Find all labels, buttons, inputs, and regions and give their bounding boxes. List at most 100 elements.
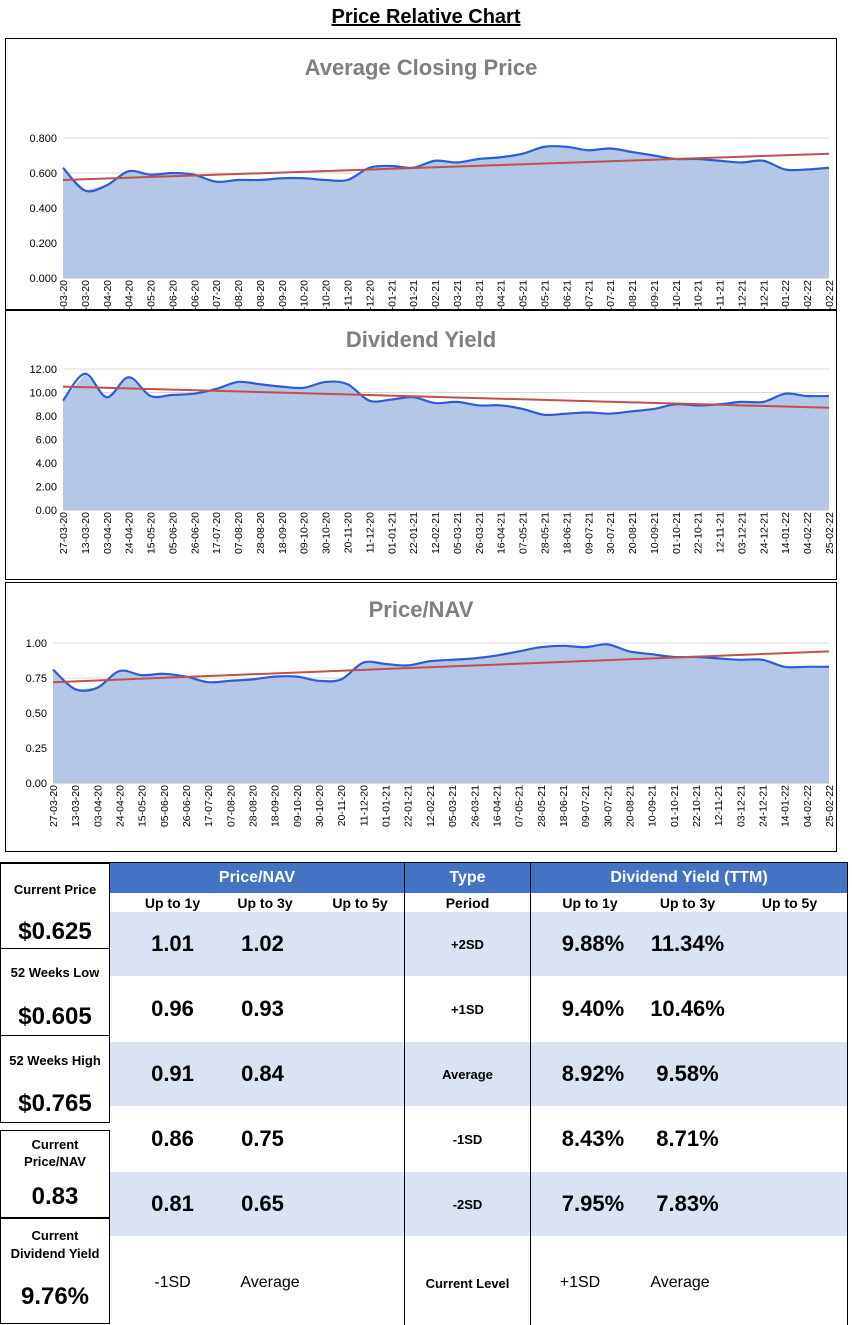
cell-pnav3: 0.93 (241, 996, 284, 1021)
cell-pnav3: 0.65 (241, 1191, 284, 1216)
page-title: Price Relative Chart (331, 6, 521, 28)
cell-dy3: 10.46% (650, 996, 725, 1021)
y-tick-label: 0.00 (26, 778, 47, 790)
cell-type: -1SD (452, 1131, 483, 1147)
x-tick-label: 20-08-21 (627, 280, 639, 309)
table-right-border (847, 863, 848, 1325)
cell-pnav1: 1.01 (151, 931, 194, 956)
x-tick-label: 26-03-21 (474, 280, 486, 309)
chart-title: Dividend Yield (345, 327, 497, 352)
left-value: $0.605 (18, 1003, 92, 1030)
cell-pnav1: 0.91 (151, 1061, 194, 1086)
x-tick-label: 07-05-21 (518, 512, 530, 554)
x-tick-label: 01-10-21 (669, 785, 681, 827)
left-label: 52 Weeks High (9, 1052, 101, 1068)
x-tick-label: 26-06-20 (181, 785, 193, 827)
x-tick-label: 28-08-20 (255, 280, 267, 309)
header-price-nav: Price/NAV (110, 863, 404, 893)
type-column-border (404, 863, 531, 1325)
y-tick-label: 0.000 (29, 273, 57, 285)
x-tick-label: 07-08-20 (225, 785, 237, 827)
x-tick-label: 30-10-20 (321, 280, 333, 309)
y-tick-label: 0.600 (29, 168, 57, 180)
left-value: $0.625 (18, 918, 92, 945)
x-tick-label: 17-07-20 (211, 512, 223, 554)
x-tick-label: 07-08-20 (233, 512, 245, 554)
header-dividend-yield: Dividend Yield (TTM) (531, 863, 847, 893)
cell-dy1: 7.95% (561, 1191, 625, 1216)
x-tick-label: 25-02-22 (824, 280, 836, 309)
x-tick-label: 30-07-21 (605, 512, 617, 554)
left-cell-current-price: Current Price $0.625 (0, 863, 110, 949)
trend-line (62, 385, 830, 409)
cell-pnav1: 0.81 (151, 1191, 194, 1216)
x-tick-label: 26-06-20 (189, 280, 201, 309)
x-tick-label: 04-02-22 (802, 280, 814, 309)
left-cell-current-pnav: Current Price/NAV 0.83 (0, 1130, 110, 1218)
cell-dy1: 9.40% (561, 996, 625, 1021)
x-tick-label: 30-07-21 (602, 785, 614, 827)
x-tick-label: 04-02-22 (802, 785, 814, 827)
cell-pnav3: 0.75 (241, 1126, 284, 1151)
x-tick-label: 03-12-21 (736, 280, 748, 309)
x-tick-label: 22-01-21 (408, 280, 420, 309)
area-fill (63, 146, 829, 278)
x-tick-label: 09-07-21 (580, 785, 592, 827)
left-label: Current Dividend Yield (10, 1228, 100, 1261)
x-tick-label: 07-05-21 (518, 280, 530, 309)
x-tick-label: 28-08-20 (248, 785, 260, 827)
chart-svg: 0.000 0.200 0.400 0.600 0.800 27-03-20 13-03-2… (29, 133, 836, 309)
x-tick-label: 24-12-21 (758, 280, 770, 309)
x-tick-label: 05-06-20 (159, 785, 171, 827)
left-label: Current Price/NAV (24, 1137, 86, 1169)
trend-line (52, 650, 830, 684)
x-tick-label: 01-01-21 (386, 280, 398, 309)
y-tick-label: 0.50 (26, 708, 47, 720)
cell-dy3: 8.71% (656, 1126, 719, 1151)
x-tick-label: 11-12-20 (358, 785, 370, 826)
left-value: 9.76% (20, 1283, 90, 1310)
x-tick-label: 12-11-21 (715, 512, 727, 553)
x-tick-label: 18-06-21 (561, 512, 573, 554)
chart-svg: 0.00 0.25 0.50 0.75 1.00 27-03-20 13-03-20 03-0… (26, 638, 836, 827)
x-tick-label: 14-01-22 (780, 280, 792, 309)
x-tick-label: 25-02-22 (824, 785, 836, 827)
x-tick-label: 28-08-20 (255, 512, 267, 554)
x-tick-label: 12-11-21 (715, 280, 727, 309)
x-tick-label: 30-07-21 (605, 280, 617, 309)
x-tick-label: 15-05-20 (137, 785, 149, 827)
x-tick-label: 15-05-20 (146, 512, 158, 554)
left-value: 0.83 (31, 1183, 79, 1210)
cell-dy1: 8.43% (561, 1126, 625, 1151)
y-tick-label: 4.00 (36, 458, 57, 470)
cell-dy3: 11.34% (650, 931, 725, 956)
x-tick-label: 13-03-20 (80, 512, 92, 554)
x-tick-label: 18-06-21 (561, 280, 573, 309)
sub-dy-up1: Up to 1y (562, 894, 618, 911)
table-top-border (0, 862, 848, 863)
x-tick-label: 03-04-20 (102, 512, 114, 554)
sub-dy-up5: Up to 5y (761, 894, 818, 911)
row-band (110, 1042, 847, 1106)
y-tick-label: 0.00 (36, 505, 57, 517)
x-tick-label: 25-02-22 (824, 512, 836, 554)
series-line (62, 372, 830, 417)
x-tick-label: 13-03-20 (80, 280, 92, 309)
x-tick-label: 05-03-21 (447, 785, 459, 827)
y-tick-label: 10.00 (29, 388, 57, 400)
x-tick-label: 05-06-20 (167, 280, 179, 309)
x-tick-label: 01-01-21 (386, 512, 398, 554)
y-tick-label: 0.800 (29, 133, 57, 145)
cell-type: +1SD (451, 1001, 484, 1017)
footer-average-pnav: Average (240, 1274, 300, 1291)
x-tick-label: 03-12-21 (736, 512, 748, 554)
x-tick-label: 24-04-20 (124, 512, 136, 554)
x-tick-label: 22-10-21 (691, 785, 703, 827)
x-tick-label: 11-12-20 (364, 512, 376, 553)
sub-pnav-up1: Up to 1y (144, 894, 201, 911)
x-tick-label: 03-12-21 (735, 785, 747, 827)
x-tick-label: 16-04-21 (496, 512, 508, 554)
left-label: 52 Weeks Low (10, 964, 100, 980)
x-tick-label: 16-04-21 (496, 280, 508, 309)
x-tick-label: 20-08-21 (624, 785, 636, 827)
